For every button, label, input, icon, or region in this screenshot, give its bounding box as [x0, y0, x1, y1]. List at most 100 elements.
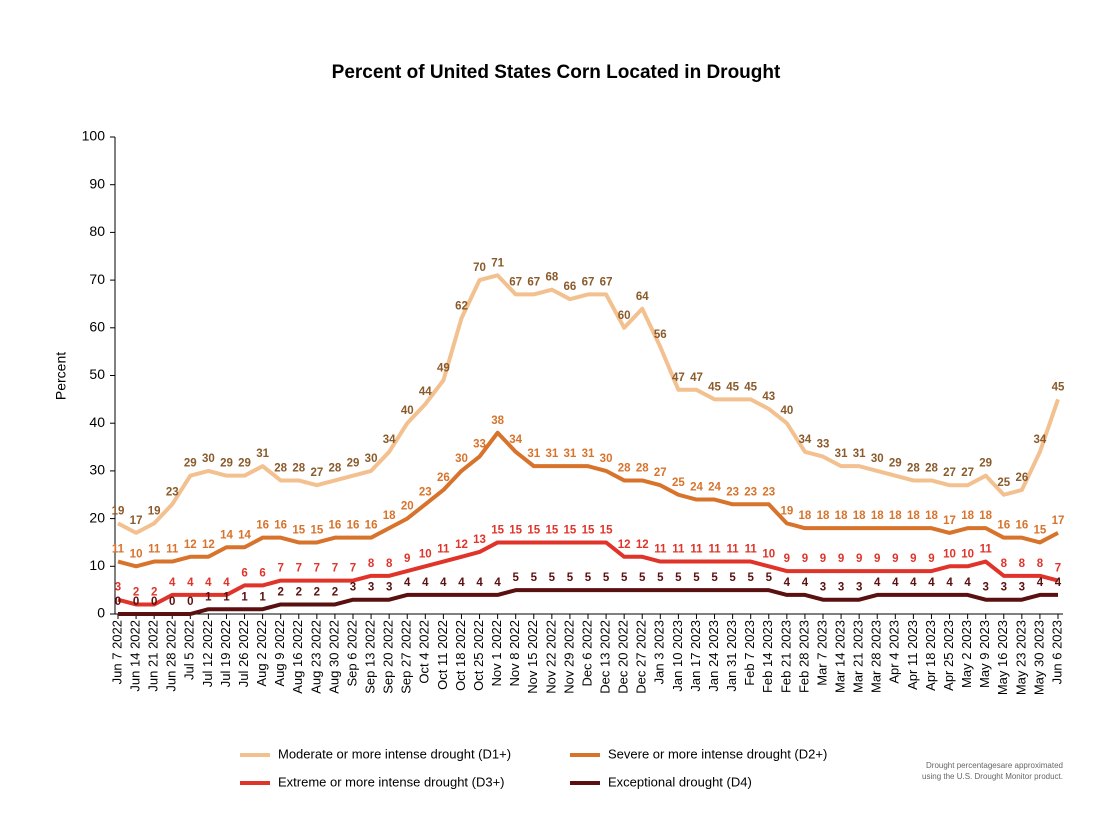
data-label: 18 [925, 510, 938, 522]
x-tick-label: Sep 27 2022 [399, 620, 414, 694]
data-label: 40 [780, 405, 793, 417]
data-label: 2 [133, 586, 139, 598]
data-label: 18 [799, 510, 812, 522]
data-label: 11 [980, 544, 993, 556]
legend-label: Severe or more intense drought (D2+) [608, 746, 827, 761]
data-label: 4 [910, 577, 917, 589]
data-label: 9 [892, 553, 898, 565]
data-label: 1 [223, 591, 230, 603]
data-label: 0 [169, 596, 175, 608]
data-label: 4 [404, 577, 411, 589]
x-tick-label: Oct 25 2022 [471, 620, 486, 691]
x-tick-label: Jul 5 2022 [182, 620, 197, 680]
y-tick-label: 90 [89, 175, 105, 191]
data-label: 67 [600, 276, 613, 288]
data-label: 71 [491, 257, 504, 269]
data-label: 24 [690, 482, 703, 494]
x-tick-label: Oct 18 2022 [453, 620, 468, 691]
data-label: 18 [871, 510, 884, 522]
data-label: 8 [1037, 558, 1044, 570]
note: using the U.S. Drought Monitor product. [922, 772, 1063, 781]
data-label: 3 [856, 582, 862, 594]
series-line [117, 273, 1060, 535]
x-tick-label: Apr 11 2023 [905, 620, 920, 690]
x-tick-label: Jan 31 2023 [724, 620, 739, 692]
data-label: 23 [419, 486, 432, 498]
data-label: 62 [455, 300, 468, 312]
data-label: 4 [169, 577, 176, 589]
data-label: 7 [1055, 563, 1061, 575]
data-label: 17 [1052, 515, 1065, 527]
data-label: 18 [907, 510, 920, 522]
data-label: 16 [997, 520, 1010, 532]
data-label: 29 [889, 458, 902, 470]
y-axis-title: Percent [53, 352, 69, 400]
data-label: 4 [476, 577, 483, 589]
y-tick-label: 100 [82, 128, 106, 144]
x-tick-label: Nov 1 2022 [489, 620, 504, 687]
x-tick-label: Nov 29 2022 [561, 620, 576, 694]
data-label: 9 [856, 553, 862, 565]
data-label: 45 [744, 381, 757, 393]
data-label: 23 [744, 486, 757, 498]
data-label: 28 [618, 462, 631, 474]
data-label: 45 [726, 381, 739, 393]
data-label: 8 [1001, 558, 1008, 570]
data-label: 7 [277, 563, 283, 575]
data-label: 18 [979, 510, 992, 522]
y-tick-label: 30 [89, 462, 105, 478]
data-label: 10 [762, 548, 775, 560]
data-label: 4 [205, 577, 212, 589]
data-label: 1 [241, 591, 248, 603]
y-tick-label: 80 [89, 223, 105, 239]
data-label: 11 [112, 544, 125, 556]
data-label: 7 [350, 563, 356, 575]
data-label: 14 [238, 529, 251, 541]
data-label: 10 [419, 548, 432, 560]
x-tick-label: Sep 13 2022 [363, 620, 378, 694]
y-tick-label: 0 [97, 605, 105, 621]
data-label: 10 [130, 548, 143, 560]
data-label: 3 [115, 582, 121, 594]
x-tick-label: May 16 2023 [995, 620, 1010, 695]
y-tick-label: 70 [89, 271, 105, 287]
x-tick-label: Sep 20 2022 [381, 620, 396, 694]
series-line [117, 430, 1059, 569]
data-label: 38 [491, 415, 504, 427]
x-tick-label: Mar 14 2023 [833, 620, 848, 693]
x-tick-label: Jun 6 2023 [1049, 620, 1064, 684]
data-label: 4 [458, 577, 465, 589]
data-label: 15 [582, 524, 595, 536]
data-label: 4 [422, 577, 429, 589]
data-label: 12 [636, 539, 649, 551]
x-tick-label: May 2 2023 [959, 620, 974, 688]
data-label: 31 [527, 448, 540, 460]
x-tick-label: Aug 30 2022 [326, 620, 341, 694]
x-tick-label: Apr 18 2023 [923, 620, 938, 691]
data-label: 16 [365, 520, 378, 532]
data-label: 15 [491, 524, 504, 536]
data-label: 28 [292, 462, 305, 474]
data-label: 30 [600, 453, 613, 465]
x-tick-label: Oct 4 2022 [417, 620, 432, 684]
data-label: 16 [274, 520, 287, 532]
data-label: 12 [184, 539, 197, 551]
data-label: 16 [1015, 520, 1028, 532]
data-label: 9 [802, 553, 808, 565]
data-label: 5 [766, 572, 773, 584]
x-tick-label: Feb 28 2023 [796, 620, 811, 693]
data-label: 5 [621, 572, 628, 584]
data-label: 15 [292, 524, 305, 536]
data-label: 66 [564, 281, 577, 293]
x-tick-label: Jul 19 2022 [218, 620, 233, 687]
x-tick-label: Jun 14 2022 [128, 620, 143, 692]
data-label: 31 [256, 448, 269, 460]
data-label: 31 [582, 448, 595, 460]
data-label: 2 [151, 586, 157, 598]
data-label: 7 [332, 563, 338, 575]
data-label: 5 [729, 572, 736, 584]
data-label: 23 [762, 486, 775, 498]
x-tick-label: May 23 2023 [1013, 620, 1028, 695]
data-label: 5 [711, 572, 718, 584]
